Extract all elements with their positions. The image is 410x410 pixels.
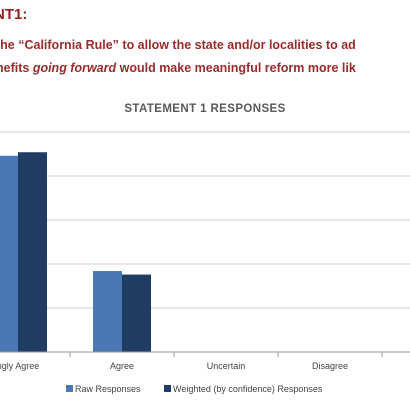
weighted-responses-bar xyxy=(18,152,47,352)
legend-label: Weighted (by confidence) Responses xyxy=(173,384,323,394)
statement-emphasis: going forward xyxy=(32,61,117,75)
weighted-responses-bar xyxy=(122,274,151,352)
statement-line-2-end: would make meaningful reform more lik xyxy=(116,61,356,75)
legend: Raw Responses Weighted (by confidence) Re… xyxy=(66,384,323,394)
legend-label: Raw Responses xyxy=(75,384,141,394)
gridlines xyxy=(0,131,410,309)
raw-responses-bar xyxy=(93,271,122,352)
chart-title: STATEMENT 1 RESPONSES xyxy=(124,103,286,115)
category-label: Agree xyxy=(110,361,134,371)
category-label: Uncertain xyxy=(207,361,246,371)
raw-responses-bar xyxy=(0,155,18,352)
legend-swatch xyxy=(164,385,171,392)
category-labels: ngly AgreeAgreeUncertainDisagreeStron xyxy=(0,361,348,371)
x-axis-ticks xyxy=(69,352,383,357)
section-heading: NT1: xyxy=(0,6,28,23)
statement-line-1: the “California Rule” to allow the state… xyxy=(0,38,356,52)
category-label: Disagree xyxy=(312,361,348,371)
category-label: ngly Agree xyxy=(0,361,39,371)
statement-line-2-start: nefits xyxy=(0,61,30,75)
statement-line-2: nefits going forward would make meaningf… xyxy=(0,61,356,75)
bars xyxy=(0,152,151,352)
legend-swatch xyxy=(66,385,73,392)
